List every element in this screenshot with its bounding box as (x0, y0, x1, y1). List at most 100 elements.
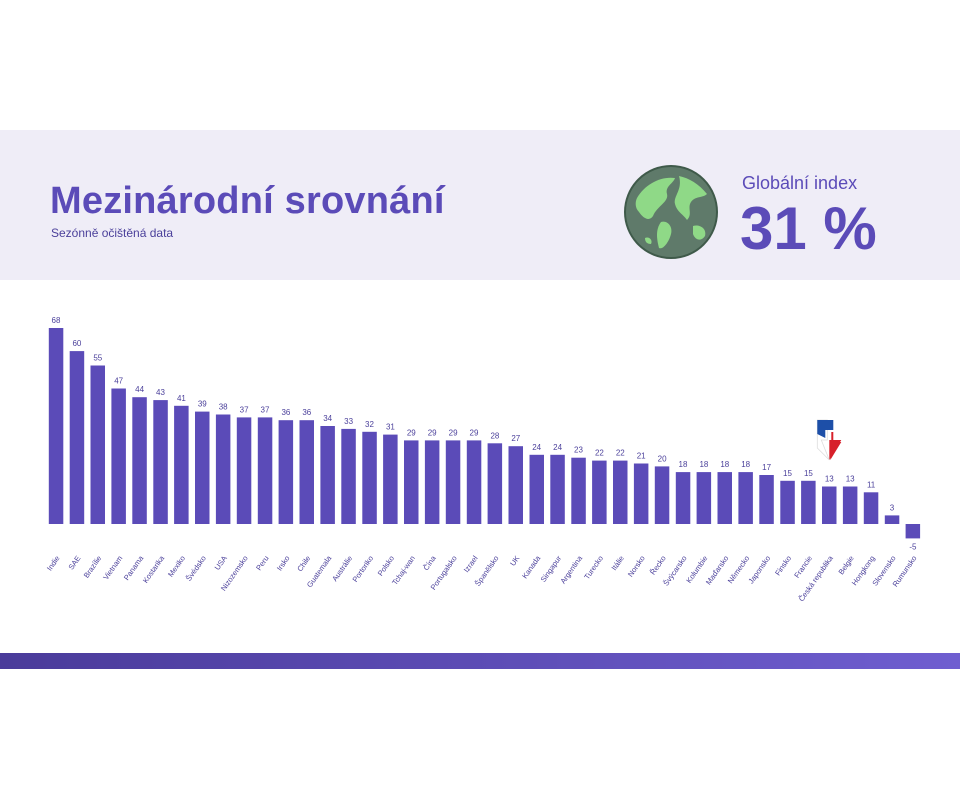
category-label: SAE (67, 554, 83, 571)
value-label: 31 (386, 423, 395, 432)
bar-Austrálie (341, 428, 356, 524)
bar-Rumunsko (905, 524, 921, 539)
category-label: Argentina (558, 553, 584, 585)
bar-Norsko (633, 463, 649, 524)
bar-Španělsko (487, 443, 503, 524)
bar-Peru (257, 417, 273, 524)
value-label: 18 (741, 460, 750, 469)
value-label: 23 (574, 446, 583, 455)
bar-Maďarsko (717, 472, 732, 524)
value-label: 18 (679, 460, 688, 469)
value-label: 20 (658, 454, 667, 463)
globe-icon (624, 165, 718, 259)
value-label: 68 (52, 316, 61, 325)
value-label: -5 (909, 542, 917, 551)
category-label: Polsko (376, 554, 396, 578)
bar-Švýcarsko (675, 472, 691, 524)
bar-SAE (69, 351, 85, 524)
category-label: Chile (295, 554, 312, 573)
value-label: 17 (762, 463, 771, 472)
bar-Kolumbie (696, 472, 712, 524)
value-label: 15 (804, 469, 813, 478)
value-label: 13 (825, 475, 834, 484)
bar-Chile (299, 420, 314, 524)
bar-UK (508, 446, 523, 524)
category-label: UK (508, 554, 521, 568)
value-label: 38 (219, 402, 228, 411)
bar-Belgie (842, 486, 858, 524)
value-label: 18 (699, 460, 708, 469)
bar-Čína (424, 440, 440, 524)
value-label: 37 (261, 405, 270, 414)
value-label: 36 (302, 408, 311, 417)
value-label: 29 (407, 428, 416, 437)
value-label: 24 (553, 443, 562, 452)
category-label: USA (213, 554, 229, 572)
value-label: 43 (156, 388, 165, 397)
bar-Portugalsko (445, 440, 461, 524)
bar-Tchaj-wan (404, 440, 419, 524)
bar-Vietnam (111, 388, 126, 524)
bar-Česká republika (822, 486, 837, 524)
bar-Kostarika (153, 400, 168, 524)
category-label: Indie (45, 554, 62, 572)
value-label: 29 (428, 428, 437, 437)
value-label: 41 (177, 394, 186, 403)
value-label: 60 (72, 339, 81, 348)
category-label: Švédsko (184, 554, 208, 583)
category-label: Finsko (773, 554, 793, 577)
bar-Švédsko (195, 411, 210, 524)
czech-flag-down-arrow-icon (816, 419, 842, 461)
value-label: 37 (240, 405, 249, 414)
category-label: Kostarika (141, 553, 167, 584)
page-subtitle: Sezónně očištěná data (51, 226, 174, 240)
bar-Guatemala (320, 426, 335, 524)
global-index-value: 31 % (740, 195, 877, 262)
bar-Itálie (613, 460, 628, 524)
bar-Turecko (592, 460, 607, 524)
bar-Nizozemsko (236, 417, 252, 524)
bar-Kanada (529, 454, 544, 524)
bar-Izrael (466, 440, 482, 524)
value-label: 13 (846, 475, 855, 484)
bar-Brazílie (90, 365, 105, 524)
category-label: Norsko (626, 554, 647, 579)
value-label: 47 (114, 377, 123, 386)
value-label: 22 (616, 449, 625, 458)
category-label: Turecko (582, 554, 605, 581)
bar-Polsko (383, 434, 398, 524)
value-label: 44 (135, 385, 144, 394)
value-label: 15 (783, 469, 792, 478)
category-label: Peru (254, 554, 270, 572)
bar-Argentina (571, 457, 586, 524)
bottom-accent-bar (0, 653, 960, 669)
bar-chart: 68Indie60SAE55Brazílie47Vietnam44Panama4… (45, 316, 921, 603)
bar-Finsko (780, 480, 795, 524)
bar-Irsko (278, 420, 294, 524)
value-label: 11 (867, 480, 876, 489)
category-label: Portoriko (351, 554, 376, 584)
global-index-label: Globální index (742, 173, 858, 193)
value-label: 34 (323, 414, 332, 423)
bar-Francie (801, 480, 816, 524)
value-label: 27 (511, 434, 520, 443)
bar-Řecko (654, 466, 670, 524)
category-label: Řecko (648, 554, 668, 577)
bar-Portoriko (362, 431, 377, 524)
category-label: Vietnam (101, 554, 124, 582)
value-label: 32 (365, 420, 374, 429)
bar-Panama (132, 397, 147, 524)
category-label: Irsko (275, 554, 292, 572)
value-label: 3 (890, 503, 895, 512)
category-label: Izrael (462, 554, 480, 574)
value-label: 29 (470, 428, 479, 437)
bar-Singapur (550, 454, 565, 524)
header-band (0, 130, 960, 280)
bar-Mexiko (174, 405, 189, 524)
bar-Hongkong (863, 492, 879, 524)
value-label: 55 (93, 353, 102, 362)
value-label: 39 (198, 400, 207, 409)
category-label: Mexiko (166, 554, 187, 579)
value-label: 28 (490, 431, 499, 440)
value-label: 18 (720, 460, 729, 469)
